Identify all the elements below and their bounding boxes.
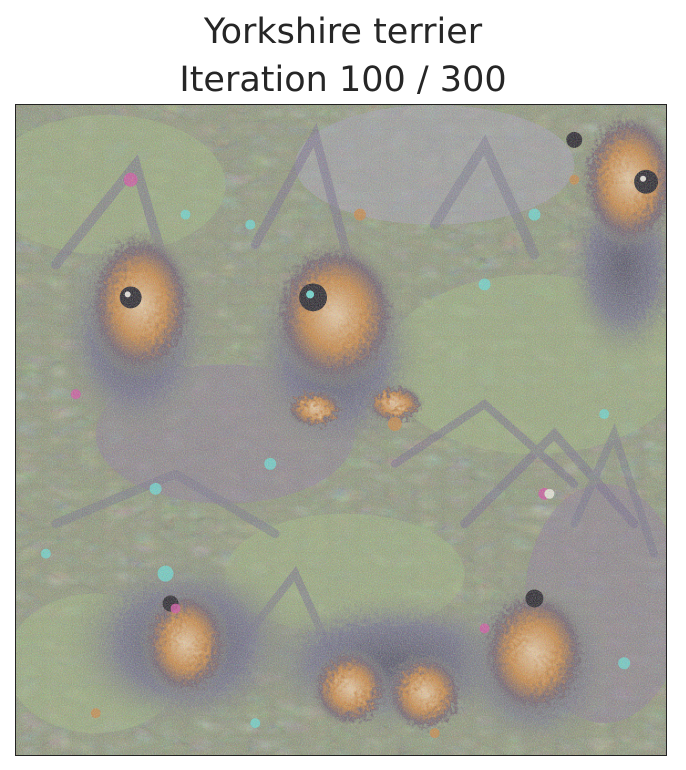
generated-image (15, 104, 667, 756)
figure-title: Yorkshire terrier (203, 12, 483, 52)
figure-subtitle: Iteration 100 / 300 (179, 60, 507, 100)
